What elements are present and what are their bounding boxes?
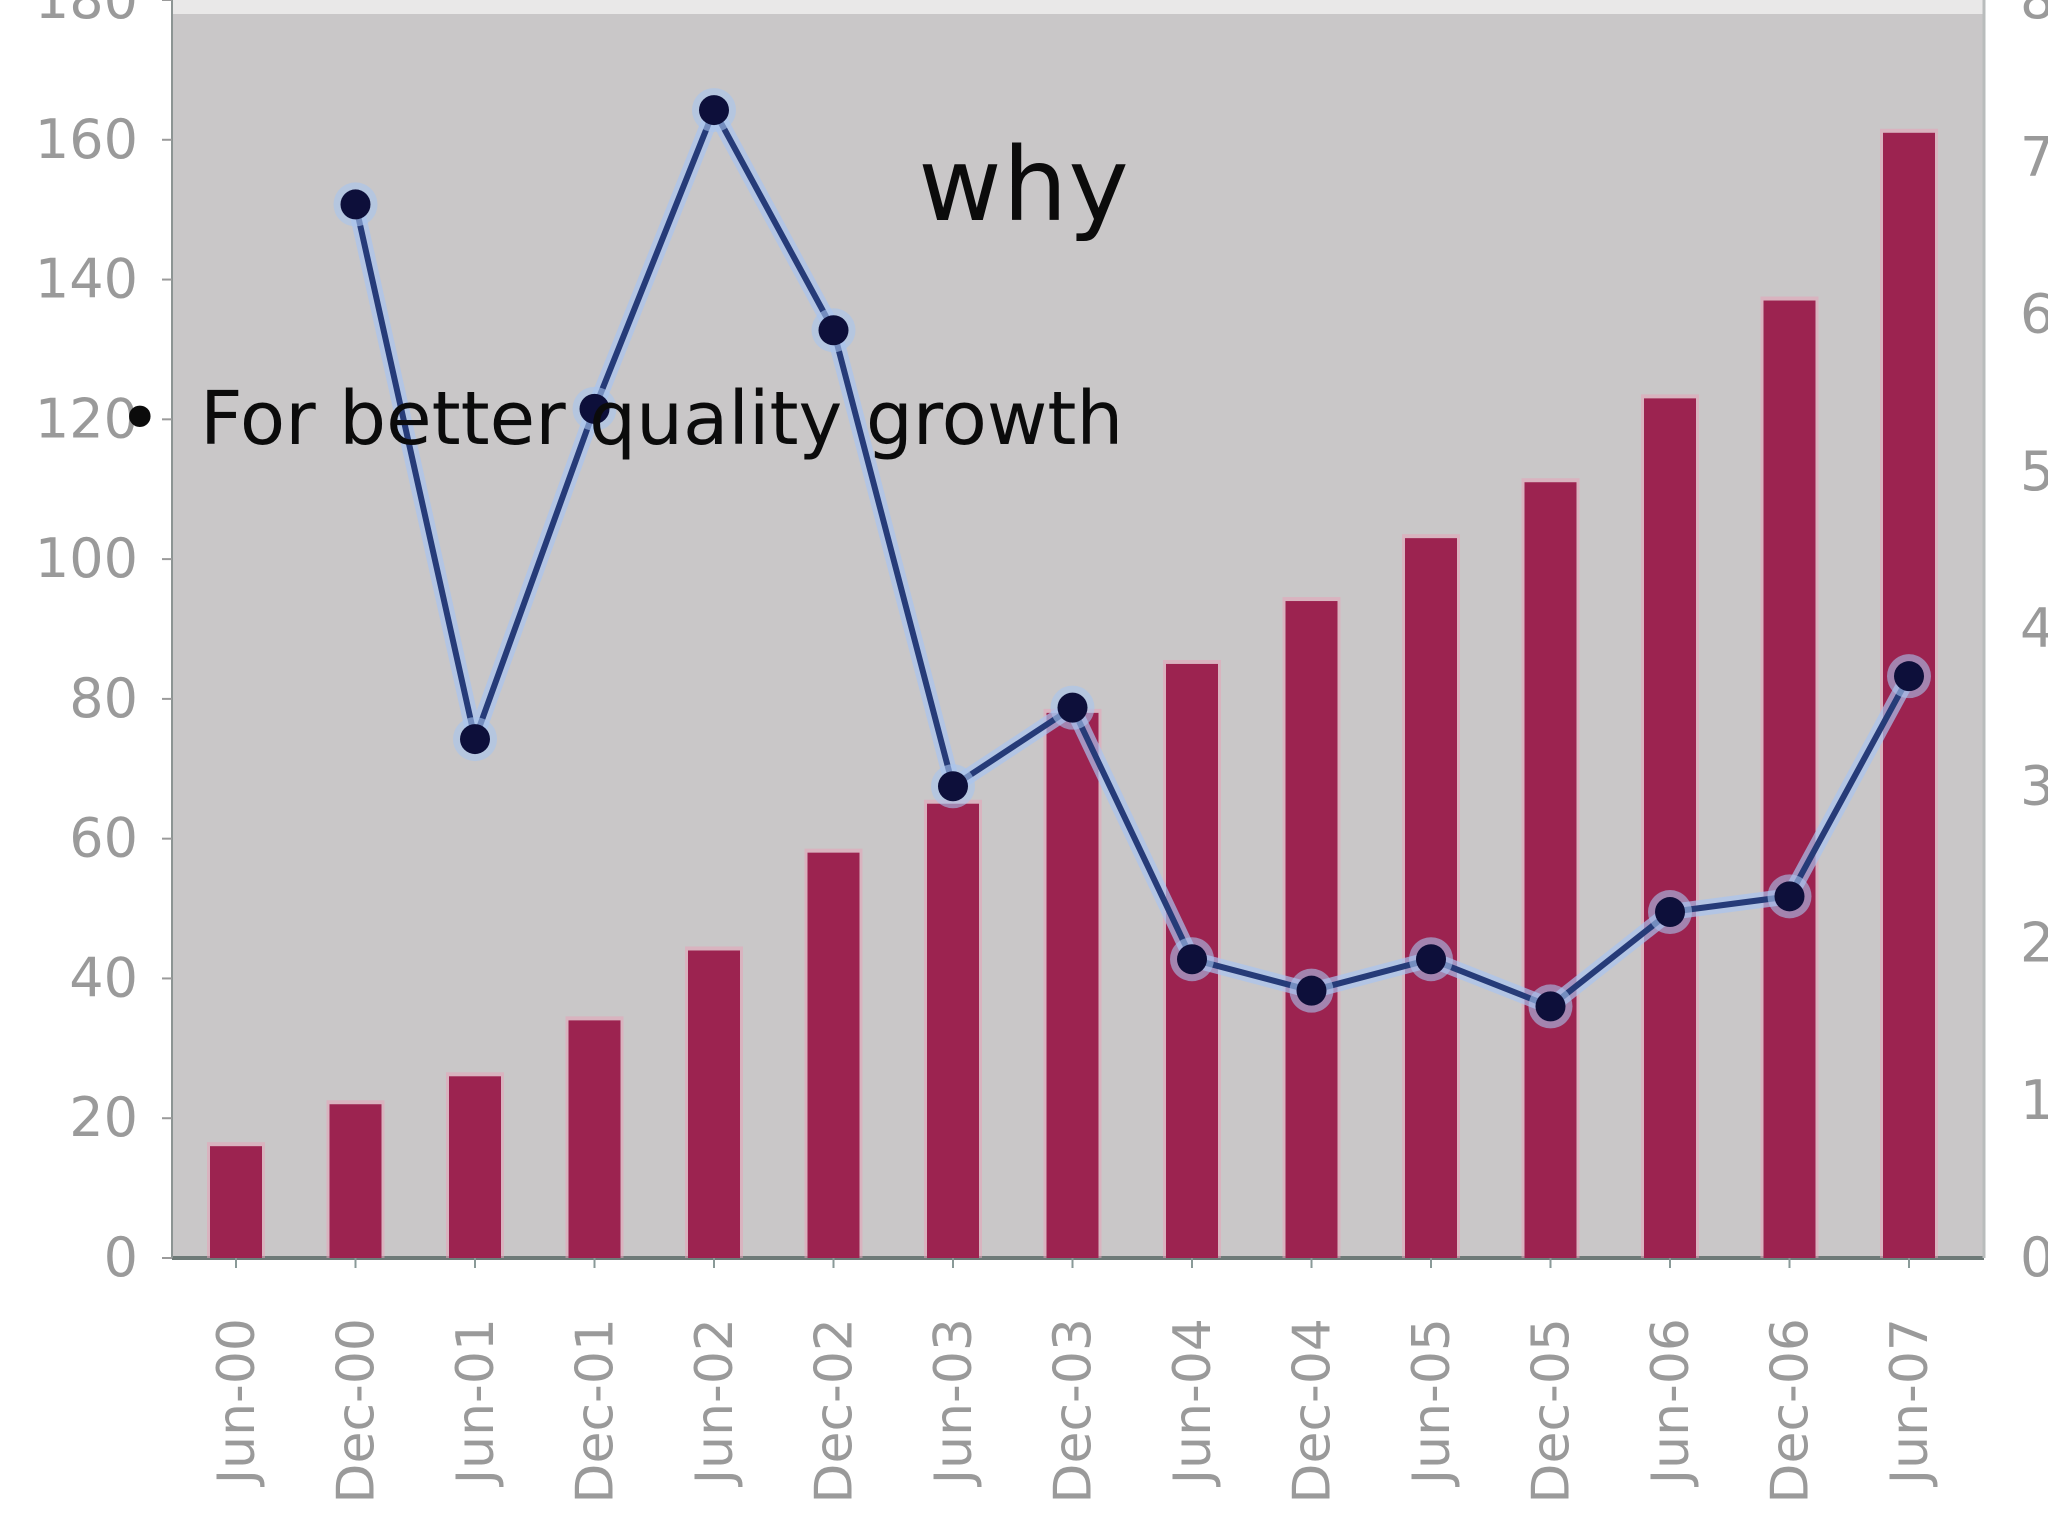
bullet-list: • For better quality growth [118, 375, 1123, 464]
line-marker [699, 95, 729, 126]
line-marker [340, 189, 371, 220]
line-marker [1774, 881, 1805, 912]
x-tick-label: Jun-02 [685, 1318, 745, 1487]
bullet-item: • For better quality growth [118, 375, 1123, 464]
bar [329, 1104, 382, 1258]
bar [807, 852, 860, 1258]
y-axis-ticks: 0 20 40 60 80 100 120 140 160 180 [35, 0, 172, 1289]
y-tick-label: 120 [35, 387, 138, 450]
y-tick-label: 40 [69, 946, 138, 1009]
line-marker [1057, 692, 1088, 723]
bar [1046, 712, 1099, 1258]
y-tick-label: 20 [69, 1086, 138, 1149]
y-tick-label: 180 [35, 0, 138, 31]
x-tick-label: Jun-07 [1880, 1318, 1940, 1487]
bar [1524, 482, 1577, 1258]
bullet-text: For better quality growth [200, 376, 1124, 462]
y-tick-label: 160 [35, 108, 138, 171]
y2-tick-label: 80 [2020, 0, 2048, 31]
bar [688, 950, 740, 1258]
x-tick-label: Jun-06 [1641, 1318, 1701, 1487]
y2-tick-label: 0 [2020, 1226, 2048, 1289]
y2-axis-ticks: 0 10 20 30 40 50 60 70 80 [2020, 0, 2048, 1289]
x-tick-label: Dec-02 [805, 1318, 865, 1504]
bar [449, 1076, 501, 1258]
y-tick-label: 80 [69, 667, 138, 730]
y2-tick-label: 40 [2020, 597, 2048, 660]
line-marker [1655, 897, 1685, 928]
y2-tick-label: 20 [2020, 912, 2048, 975]
y-tick-label: 0 [104, 1226, 138, 1289]
line-marker [1416, 944, 1446, 975]
bar [1285, 601, 1338, 1258]
bar [568, 1020, 621, 1258]
line-marker [1296, 975, 1327, 1006]
x-tick-label: Dec-03 [1044, 1318, 1104, 1504]
x-tick-label: Dec-01 [566, 1318, 626, 1504]
line-series [333, 88, 1931, 1029]
line-marker [1894, 661, 1924, 692]
y-tick-label: 100 [35, 527, 138, 590]
x-tick-label: Dec-06 [1761, 1318, 1821, 1504]
line-marker [818, 315, 849, 346]
bar [210, 1146, 262, 1258]
bullet-dot-icon: • [118, 376, 162, 462]
y2-tick-label: 70 [2020, 125, 2048, 188]
plot-top-band [172, 0, 1984, 14]
x-tick-label: Dec-04 [1283, 1318, 1343, 1504]
line-marker [579, 393, 610, 424]
x-tick-label: Jun-01 [446, 1318, 506, 1487]
x-tick-label: Dec-00 [327, 1318, 387, 1504]
y2-tick-label: 10 [2020, 1069, 2048, 1132]
x-tick-label: Jun-03 [924, 1318, 984, 1487]
bar [1644, 398, 1696, 1258]
bar [1405, 538, 1457, 1258]
x-tick-label: Jun-05 [1402, 1318, 1462, 1487]
bar [927, 803, 979, 1258]
line-marker [1535, 991, 1566, 1022]
y-tick-label: 60 [69, 807, 138, 870]
line-marker [938, 771, 968, 802]
line-path [352, 107, 1912, 1010]
y2-tick-label: 30 [2020, 754, 2048, 817]
x-tick-label: Dec-05 [1522, 1318, 1582, 1504]
y2-tick-label: 50 [2020, 440, 2048, 503]
x-axis-ticks: Jun-00 Dec-00 Jun-01 Dec-01 Jun-02 Dec-02 Jun-… [207, 1258, 1940, 1504]
x-tick-label: Jun-04 [1163, 1318, 1223, 1487]
y2-tick-label: 60 [2020, 283, 2048, 346]
x-tick-label: Jun-00 [207, 1318, 267, 1487]
line-marker [1177, 944, 1207, 975]
y-tick-label: 140 [35, 248, 138, 311]
slide-title: why [918, 126, 1130, 245]
line-marker [460, 724, 490, 755]
bar [1763, 300, 1816, 1258]
